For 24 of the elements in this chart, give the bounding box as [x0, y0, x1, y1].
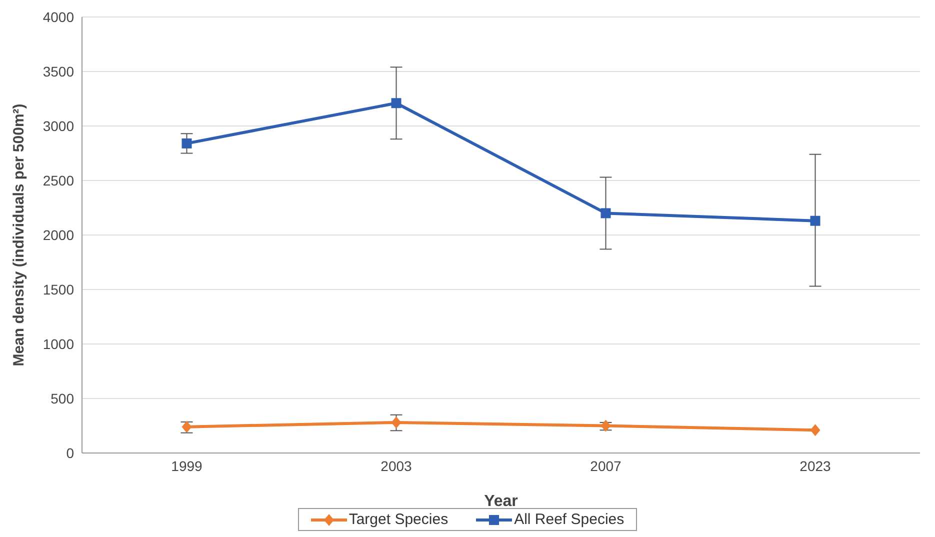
y-axis-title: Mean density (individuals per 500m²) [10, 104, 28, 366]
y-tick-label: 3000 [42, 118, 74, 134]
point [810, 424, 820, 436]
y-tick-label: 2000 [42, 226, 74, 243]
legend-label: Target Species [348, 511, 448, 528]
point [391, 416, 402, 428]
x-axis-title: Year [484, 493, 518, 510]
legend-label: All Reef Species [514, 511, 624, 528]
point [600, 420, 611, 432]
x-tick-label: 2007 [590, 458, 622, 474]
point [810, 216, 820, 226]
point [391, 98, 402, 108]
point [600, 208, 611, 218]
y-tick-label: 2500 [42, 172, 74, 188]
point [182, 138, 192, 148]
x-tick-label: 2003 [380, 458, 412, 474]
x-tick-label: 2023 [800, 458, 832, 474]
y-tick-label: 1000 [42, 336, 74, 352]
y-tick-label: 0 [66, 444, 74, 461]
y-tick-label: 3500 [42, 63, 74, 80]
y-tick-label: 500 [50, 390, 74, 406]
x-tick-label: 1999 [171, 458, 203, 474]
y-tick-label: 4000 [42, 8, 74, 25]
y-tick-label: 1500 [42, 281, 74, 298]
